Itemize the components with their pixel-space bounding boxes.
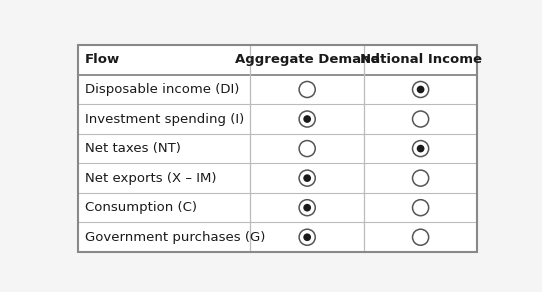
- Ellipse shape: [417, 86, 424, 93]
- Ellipse shape: [304, 204, 311, 211]
- Text: Disposable income (DI): Disposable income (DI): [85, 83, 239, 96]
- Text: Net taxes (NT): Net taxes (NT): [85, 142, 180, 155]
- Ellipse shape: [299, 170, 315, 186]
- Ellipse shape: [304, 115, 311, 123]
- Text: Flow: Flow: [85, 53, 120, 67]
- Ellipse shape: [412, 81, 429, 98]
- Ellipse shape: [304, 233, 311, 241]
- Text: Net exports (X – IM): Net exports (X – IM): [85, 172, 216, 185]
- Ellipse shape: [299, 229, 315, 245]
- Bar: [78, 45, 478, 75]
- Ellipse shape: [412, 229, 429, 245]
- Text: Aggregate Demand: Aggregate Demand: [235, 53, 380, 67]
- Ellipse shape: [299, 200, 315, 216]
- Text: Investment spending (I): Investment spending (I): [85, 112, 244, 126]
- Ellipse shape: [412, 111, 429, 127]
- Ellipse shape: [412, 170, 429, 186]
- Text: Government purchases (G): Government purchases (G): [85, 231, 265, 244]
- Ellipse shape: [412, 140, 429, 157]
- Ellipse shape: [412, 200, 429, 216]
- Ellipse shape: [299, 81, 315, 98]
- Text: Consumption (C): Consumption (C): [85, 201, 197, 214]
- Ellipse shape: [304, 174, 311, 182]
- Ellipse shape: [299, 140, 315, 157]
- Ellipse shape: [299, 111, 315, 127]
- Ellipse shape: [417, 145, 424, 152]
- Text: National Income: National Income: [359, 53, 482, 67]
